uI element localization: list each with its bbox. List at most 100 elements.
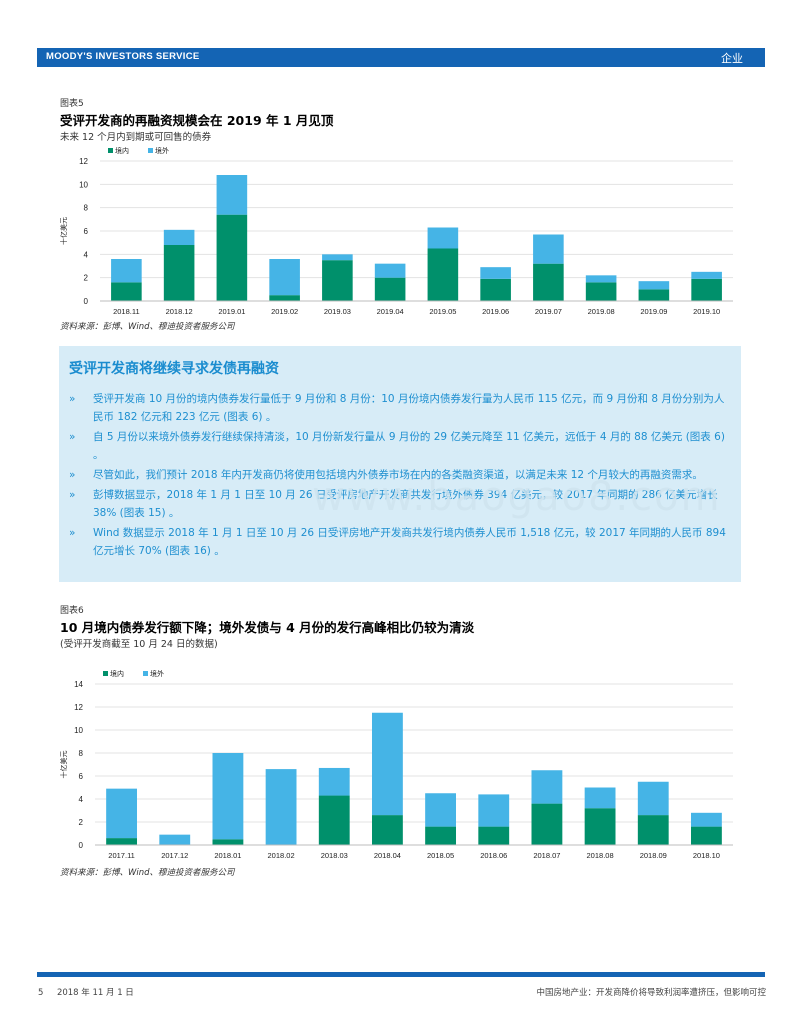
footer-left: 5 2018 年 11 月 1 日	[38, 986, 134, 998]
footer-date: 2018 年 11 月 1 日	[56, 988, 134, 998]
bar-domestic	[427, 248, 459, 301]
figure5-source: 资料来源：彭博、Wind、穆迪投资者服务公司	[60, 322, 235, 332]
callout-bullet-text: 受评开发商 10 月份的境内债券发行量低于 9 月份和 8 月份：10 月份境内…	[93, 393, 725, 423]
y-tick-label: 8	[79, 749, 84, 758]
x-tick-label: 2018.12	[166, 307, 193, 316]
page-number: 5	[38, 988, 44, 998]
bar-domestic	[480, 278, 511, 301]
callout-heading: 受评开发商将继续寻求发债再融资	[69, 361, 279, 377]
x-tick-label: 2019.06	[482, 307, 509, 316]
legend-swatch-offshore	[143, 671, 148, 676]
bar-domestic	[637, 815, 669, 845]
footer-bar	[37, 972, 765, 977]
bar-offshore	[478, 794, 510, 827]
x-tick-label: 2018.03	[321, 851, 348, 860]
y-tick-label: 6	[79, 772, 84, 781]
legend-swatch-offshore	[148, 148, 153, 153]
figure5-title: 受评开发商的再融资规模会在 2019 年 1 月见顶	[60, 113, 334, 128]
callout-bullet: » Wind 数据显示 2018 年 1 月 1 日至 10 月 26 日受评房地…	[69, 524, 731, 560]
y-tick-label: 10	[74, 726, 83, 735]
callout-bullet-text: 尽管如此，我们预计 2018 年内开发商仍将使用包括境内外债券市场在内的各类融资…	[93, 469, 703, 481]
y-axis-label: 十亿美元	[59, 217, 68, 245]
bar-domestic	[690, 826, 722, 845]
bullet-icon: »	[69, 393, 76, 405]
legend-swatch-domestic	[108, 148, 113, 153]
x-tick-label: 2018.06	[480, 851, 507, 860]
bar-domestic	[691, 278, 722, 301]
header-bar: MOODY'S INVESTORS SERVICE 企业	[37, 48, 765, 67]
y-tick-label: 0	[84, 297, 89, 306]
y-tick-label: 14	[74, 680, 83, 689]
bar-domestic	[374, 277, 406, 301]
brand-name: MOODY'S INVESTORS SERVICE	[46, 51, 200, 62]
x-tick-label: 2017.12	[161, 851, 188, 860]
y-tick-label: 10	[79, 180, 88, 189]
y-tick-label: 4	[84, 250, 89, 259]
x-tick-label: 2019.07	[535, 307, 562, 316]
bar-offshore	[584, 787, 616, 809]
x-tick-label: 2018.10	[693, 851, 720, 860]
bar-offshore	[691, 271, 722, 279]
bullet-icon: »	[69, 527, 76, 539]
bar-domestic	[533, 263, 564, 301]
bar-offshore	[322, 254, 353, 261]
footer-title: 中国房地产业：开发商降价将导致利润率遭挤压，但影响可控	[536, 988, 766, 998]
bar-domestic	[318, 795, 350, 845]
watermark: www.baogao8.com	[312, 474, 722, 520]
bar-offshore	[318, 767, 350, 796]
x-tick-label: 2019.01	[218, 307, 245, 316]
bar-offshore	[638, 281, 670, 290]
bar-domestic	[585, 282, 617, 301]
x-tick-label: 2018.08	[587, 851, 614, 860]
x-tick-label: 2018.11	[113, 307, 140, 316]
callout-box: 受评开发商将继续寻求发债再融资 » 受评开发商 10 月份的境内债券发行量低于 9…	[59, 346, 741, 582]
callout-bullet-list: » 受评开发商 10 月份的境内债券发行量低于 9 月份和 8 月份：10 月份境…	[69, 390, 731, 562]
bar-offshore	[216, 175, 248, 215]
callout-bullet-text: Wind 数据显示 2018 年 1 月 1 日至 10 月 26 日受评房地产…	[93, 527, 726, 557]
figure5-label: 图表5	[60, 99, 84, 109]
callout-bullet: » 彭博数据显示，2018 年 1 月 1 日至 10 月 26 日受评房地产开发…	[69, 486, 731, 522]
callout-bullet-text: 自 5 月份以来境外债券发行继续保持清淡，10 月份新发行量从 9 月份的 29…	[93, 431, 725, 461]
bar-offshore	[111, 259, 142, 283]
y-tick-label: 6	[84, 227, 89, 236]
bar-offshore	[163, 229, 195, 245]
bar-domestic	[269, 295, 300, 301]
callout-bullet: » 受评开发商 10 月份的境内债券发行量低于 9 月份和 8 月份：10 月份境…	[69, 390, 731, 426]
x-tick-label: 2019.05	[429, 307, 456, 316]
callout-bullet: » 尽管如此，我们预计 2018 年内开发商仍将使用包括境内外债券市场在内的各类融…	[69, 466, 731, 484]
bar-offshore	[106, 788, 138, 839]
x-tick-label: 2018.02	[268, 851, 295, 860]
y-tick-label: 8	[84, 204, 89, 213]
figure5-subtitle: 未来 12 个月内到期或可回售的债券	[60, 132, 212, 143]
y-tick-label: 2	[79, 818, 84, 827]
bar-offshore	[427, 227, 459, 249]
x-tick-label: 2019.02	[271, 307, 298, 316]
bar-domestic	[478, 826, 510, 845]
y-tick-label: 12	[74, 703, 83, 712]
figure6-source: 资料来源：彭博、Wind、穆迪投资者服务公司	[60, 868, 235, 878]
bullet-icon: »	[69, 489, 76, 501]
bar-domestic	[371, 815, 403, 845]
x-tick-label: 2018.09	[640, 851, 667, 860]
figure6-label: 图表6	[60, 606, 84, 616]
x-tick-label: 2019.04	[377, 307, 404, 316]
x-tick-label: 2017.11	[108, 851, 135, 860]
bar-offshore	[533, 234, 564, 264]
bar-offshore	[265, 769, 297, 845]
bar-domestic	[216, 214, 248, 301]
bar-domestic	[584, 808, 616, 845]
callout-bullet-text: 彭博数据显示，2018 年 1 月 1 日至 10 月 26 日受评房地产开发商…	[93, 489, 718, 519]
bar-domestic	[425, 826, 457, 845]
bar-offshore	[425, 793, 457, 827]
y-tick-label: 0	[79, 841, 84, 850]
figure6-title: 10 月境内债券发行额下降；境外发债与 4 月份的发行高峰相比仍较为清淡	[60, 620, 475, 635]
bar-domestic	[212, 839, 244, 845]
bullet-icon: »	[69, 469, 76, 481]
legend-label: 境内	[115, 146, 129, 155]
y-tick-label: 12	[79, 157, 88, 166]
bar-offshore	[690, 812, 722, 827]
legend-label: 境内	[110, 669, 124, 678]
bar-domestic	[322, 260, 353, 301]
y-axis-label: 十亿美元	[59, 751, 68, 779]
